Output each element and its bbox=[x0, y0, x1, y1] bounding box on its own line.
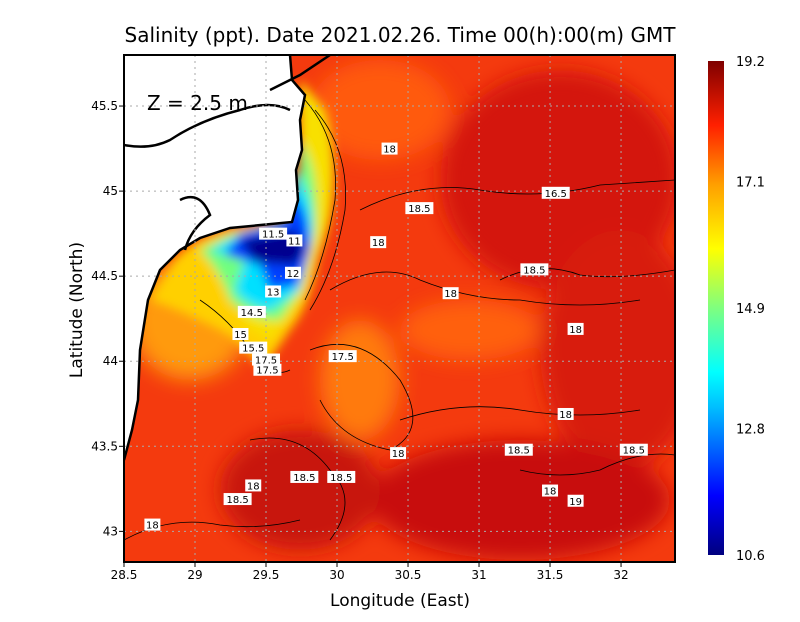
y-tick-label: 45.5 bbox=[91, 99, 118, 113]
contour-labels: 18 16.5 18.5 11.5 11 18 12 18.5 13 18 14.5 18 15 15.5… bbox=[144, 142, 648, 532]
colorbar bbox=[708, 61, 724, 555]
contour-label-bg bbox=[542, 484, 559, 497]
contour-label: 11 bbox=[288, 236, 301, 247]
contour-label: 16.5 bbox=[545, 189, 567, 200]
y-tick-label: 43 bbox=[103, 524, 118, 538]
x-tick-label: 31.5 bbox=[537, 568, 564, 582]
contour-label: 18.5 bbox=[523, 265, 545, 276]
contour-label-bg bbox=[239, 341, 268, 354]
y-tick-label: 44 bbox=[103, 354, 118, 368]
contour-label: 19 bbox=[569, 497, 582, 508]
contour-label: 18 bbox=[444, 289, 457, 300]
x-tick-label: 29.5 bbox=[253, 568, 280, 582]
contour-label: 18 bbox=[559, 410, 572, 421]
high-salinity-region bbox=[540, 230, 675, 470]
contour-label-bg bbox=[284, 266, 301, 279]
high-salinity-region bbox=[220, 430, 380, 550]
lower-salinity-region bbox=[400, 300, 540, 360]
contour-label: 18.5 bbox=[508, 446, 530, 457]
contour-label-bg bbox=[619, 443, 648, 456]
land-mass bbox=[124, 55, 305, 460]
colorbar-ticks: 19.2 17.1 14.9 12.8 10.6 bbox=[736, 55, 765, 564]
contour-label-bg bbox=[541, 186, 570, 199]
contour-label: 15.5 bbox=[242, 344, 264, 355]
contour-label: 11.5 bbox=[262, 230, 284, 241]
contour-label-bg bbox=[237, 305, 266, 318]
y-tick-label: 43.5 bbox=[91, 439, 118, 453]
depth-annotation: Z = 2.5 m bbox=[147, 91, 248, 115]
contour-label: 18.5 bbox=[408, 204, 430, 215]
colorbar-tick-label: 14.9 bbox=[736, 302, 765, 317]
contour-label-bg bbox=[286, 234, 303, 247]
contour-label-bg bbox=[245, 479, 262, 492]
plot-frame bbox=[123, 54, 676, 563]
colorbar-tick-label: 10.6 bbox=[736, 549, 765, 564]
salinity-field bbox=[124, 55, 675, 562]
contour-label: 18.5 bbox=[623, 446, 645, 457]
contour-label-bg bbox=[520, 263, 549, 276]
contour-label-bg bbox=[370, 236, 387, 249]
contour-label: 18.5 bbox=[226, 495, 248, 506]
colorbar-tick-label: 17.1 bbox=[736, 176, 765, 191]
contour-label-bg bbox=[259, 227, 288, 240]
contour-label-bg bbox=[504, 443, 533, 456]
contour-label-bg bbox=[144, 518, 161, 531]
high-salinity-region bbox=[370, 440, 670, 560]
y-tick-label: 45 bbox=[103, 184, 118, 198]
colorbar-tick-label: 12.8 bbox=[736, 423, 765, 438]
contour-label-bg bbox=[327, 470, 356, 483]
contour-label: 15 bbox=[234, 330, 247, 341]
lower-salinity-region bbox=[320, 320, 400, 440]
contour-label-bg bbox=[253, 363, 282, 376]
contour-label-bg bbox=[381, 142, 398, 155]
contour-label: 18 bbox=[372, 238, 385, 249]
contour-label-bg bbox=[567, 494, 584, 507]
contour-label: 18 bbox=[383, 145, 396, 156]
contour-label: 18 bbox=[247, 481, 260, 492]
contour-label-bg bbox=[252, 353, 281, 366]
contour-label: 18.5 bbox=[330, 473, 352, 484]
x-tick-label: 30 bbox=[329, 568, 344, 582]
contour-label: 18 bbox=[544, 487, 557, 498]
coastline bbox=[124, 55, 331, 461]
contour-label-bg bbox=[328, 350, 357, 363]
contour-label-bg bbox=[290, 470, 319, 483]
contour-label-bg bbox=[265, 285, 282, 298]
contour-label: 18 bbox=[569, 325, 582, 336]
contour-label: 17.5 bbox=[332, 352, 354, 363]
contour-label: 18.5 bbox=[293, 473, 315, 484]
x-tick-label: 28.5 bbox=[111, 568, 138, 582]
contour-label: 17.5 bbox=[256, 366, 278, 377]
contour-label-bg bbox=[390, 447, 407, 460]
x-axis-label: Longitude (East) bbox=[330, 591, 470, 611]
x-tick-label: 29 bbox=[187, 568, 202, 582]
contour-label-bg bbox=[567, 322, 584, 335]
x-axis: 28.5 29 29.5 30 30.5 31 31.5 32 bbox=[111, 562, 629, 582]
contour-label-bg bbox=[557, 407, 574, 420]
y-axis: 45.5 45 44.5 44 43.5 43 bbox=[91, 99, 124, 538]
lower-salinity-region bbox=[310, 60, 450, 160]
contour-label: 18 bbox=[392, 449, 405, 460]
contour-label: 12 bbox=[287, 269, 300, 280]
contour-label-bg bbox=[442, 287, 459, 300]
x-tick-label: 30.5 bbox=[395, 568, 422, 582]
colorbar-tick-label: 19.2 bbox=[736, 55, 765, 70]
contour-label-bg bbox=[223, 493, 252, 506]
x-tick-label: 31 bbox=[471, 568, 486, 582]
contour-label-bg bbox=[405, 202, 434, 215]
x-tick-label: 32 bbox=[613, 568, 628, 582]
y-axis-label: Latitude (North) bbox=[67, 242, 87, 378]
chart-title: Salinity (ppt). Date 2021.02.26. Time 00… bbox=[125, 23, 677, 47]
contour-label: 14.5 bbox=[241, 308, 263, 319]
contour-label: 13 bbox=[267, 287, 280, 298]
y-tick-label: 44.5 bbox=[91, 269, 118, 283]
contour-label: 18 bbox=[146, 521, 159, 532]
contour-label: 17.5 bbox=[255, 356, 277, 367]
contour-label-bg bbox=[232, 328, 249, 341]
